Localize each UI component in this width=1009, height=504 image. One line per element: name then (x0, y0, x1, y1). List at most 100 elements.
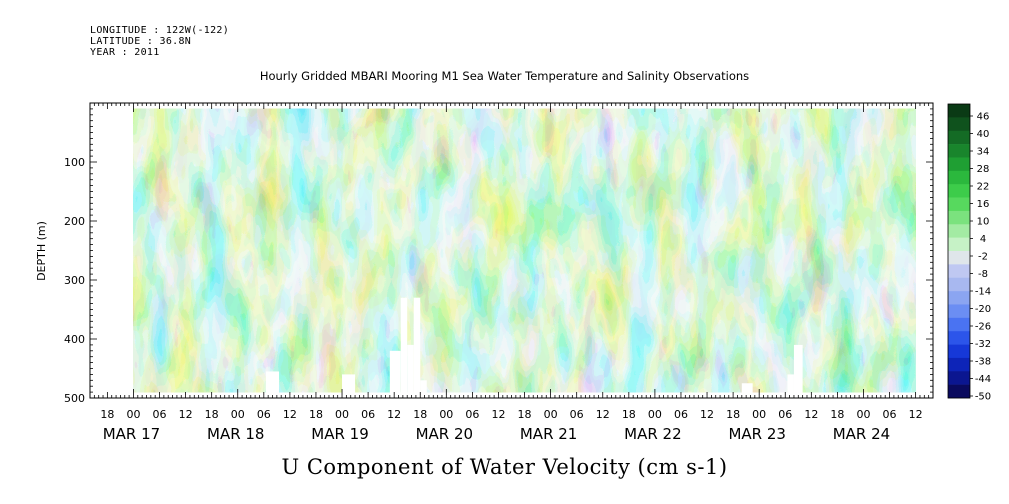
x-day-label: MAR 18 (207, 425, 264, 443)
colorbar-segment (948, 104, 970, 118)
colorbar-label: -20 (975, 304, 991, 315)
x-hour-tick-label: 00 (752, 408, 766, 421)
colorbar-segment (948, 130, 970, 145)
colorbar-segment (948, 237, 970, 252)
y-tick-label: 100 (64, 156, 85, 169)
heatmap-field (133, 108, 916, 393)
y-tick-label: 300 (64, 274, 85, 287)
x-hour-tick-label: 18 (726, 408, 740, 421)
missing-data-block (741, 383, 753, 393)
colorbar-label: -26 (975, 322, 991, 333)
colorbar-segment (948, 170, 970, 185)
x-day-label: MAR 24 (833, 425, 890, 443)
colorbar-segment (948, 251, 970, 265)
x-hour-tick-label: 18 (622, 408, 636, 421)
x-hour-tick-label: 00 (126, 408, 140, 421)
x-hour-tick-label: 12 (596, 408, 610, 421)
missing-data-block (420, 380, 427, 393)
x-hour-tick-label: 06 (778, 408, 792, 421)
x-hour-tick-label: 00 (439, 408, 453, 421)
colorbar: 46 40 34 28 22 16 10 4 -2 -8 -14 -20 -26 -32 -38 -44 -50 (947, 103, 991, 403)
colorbar-label: 46 (977, 112, 990, 123)
x-axis: 18 00 06 12 18 00 06 12 18 00 06 12 18 00 06 12 18 00 06 12… (89, 103, 934, 443)
missing-data-block (787, 374, 794, 393)
colorbar-segment (948, 291, 970, 305)
colorbar-segment (948, 304, 970, 319)
colorbar-segment (948, 344, 970, 359)
x-hour-tick-label: 18 (518, 408, 532, 421)
colorbar-label: -44 (975, 374, 991, 385)
colorbar-label: 34 (977, 147, 990, 158)
colorbar-label: -2 (978, 252, 988, 263)
colorbar-segment (948, 357, 970, 372)
y-tick-label: 400 (64, 333, 85, 346)
x-hour-tick-label: 06 (153, 408, 167, 421)
x-hour-tick-label: 12 (179, 408, 193, 421)
x-hour-tick-label: 18 (413, 408, 427, 421)
x-day-label: MAR 17 (103, 425, 160, 443)
x-hour-tick-label: 18 (309, 408, 323, 421)
colorbar-segment (948, 264, 970, 279)
colorbar-segment (948, 157, 970, 172)
x-hour-tick-label: 18 (830, 408, 844, 421)
year-label: YEAR : 2011 (90, 47, 160, 58)
y-tick-label: 500 (64, 392, 85, 405)
x-hour-tick-label: 06 (361, 408, 375, 421)
x-hour-tick-label: 12 (804, 408, 818, 421)
colorbar-segment (948, 331, 970, 345)
missing-data-block (400, 297, 408, 393)
colorbar-segment (948, 210, 970, 225)
x-hour-tick-label: 00 (335, 408, 349, 421)
colorbar-label: -14 (975, 287, 991, 298)
x-hour-tick-label: 12 (387, 408, 401, 421)
x-hour-tick-label: 18 (205, 408, 219, 421)
x-hour-tick-label: 00 (231, 408, 245, 421)
x-hour-tick-label: 12 (283, 408, 297, 421)
colorbar-label: 28 (977, 164, 990, 175)
missing-data-block (413, 297, 421, 393)
colorbar-label: -32 (975, 339, 991, 350)
x-hour-tick-label: 06 (883, 408, 897, 421)
colorbar-label: -8 (978, 269, 988, 280)
colorbar-label: -38 (975, 357, 991, 368)
x-hour-tick-label: 00 (856, 408, 870, 421)
y-axis-title: DEPTH (m) (35, 221, 48, 281)
missing-data-block (342, 374, 356, 393)
x-day-label: MAR 19 (311, 425, 368, 443)
missing-data-block (265, 371, 280, 393)
colorbar-label: -50 (975, 392, 991, 403)
x-day-label: MAR 23 (728, 425, 785, 443)
x-hour-tick-label: 00 (544, 408, 558, 421)
x-day-label: MAR 21 (520, 425, 577, 443)
colorbar-segment (948, 384, 970, 399)
missing-data-block (793, 344, 803, 393)
chart-title: Hourly Gridded MBARI Mooring M1 Sea Wate… (259, 69, 750, 83)
colorbar-label: 22 (977, 182, 990, 193)
colorbar-label: 4 (980, 234, 986, 245)
x-day-label: MAR 22 (624, 425, 681, 443)
x-hour-tick-label: 18 (100, 408, 114, 421)
colorbar-label: 10 (977, 217, 990, 228)
x-hour-tick-label: 12 (491, 408, 505, 421)
y-tick-label: 200 (64, 215, 85, 228)
missing-data-regions (265, 297, 803, 393)
colorbar-label: 40 (977, 129, 990, 140)
x-hour-tick-label: 06 (674, 408, 688, 421)
missing-data-block (389, 350, 401, 393)
longitude-label: LONGITUDE : 122W(-122) (90, 25, 230, 36)
latitude-label: LATITUDE : 36.8N (90, 36, 192, 47)
colorbar-segment (948, 371, 970, 385)
x-hour-tick-label: 12 (909, 408, 923, 421)
colorbar-segment (948, 144, 970, 158)
y-axis: 100 200 300 400 500 (64, 108, 933, 405)
colorbar-frame (947, 103, 971, 399)
heatmap-data-area (133, 108, 916, 393)
x-hour-tick-label: 06 (570, 408, 584, 421)
x-hour-tick-label: 00 (648, 408, 662, 421)
x-hour-tick-label: 06 (257, 408, 271, 421)
colorbar-segment (948, 317, 970, 332)
colorbar-segment (948, 184, 970, 198)
x-day-label: MAR 20 (416, 425, 473, 443)
x-hour-tick-label: 12 (700, 408, 714, 421)
